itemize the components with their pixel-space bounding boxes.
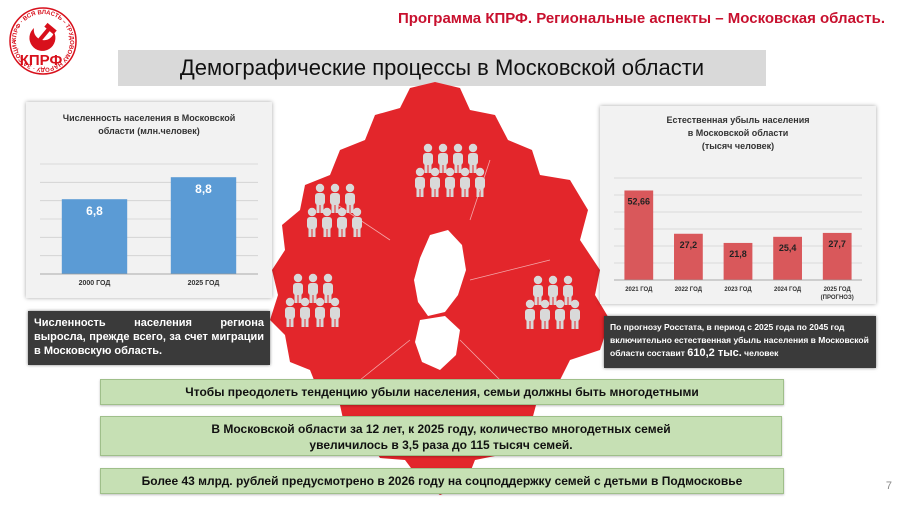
forecast-note: По прогнозу Росстата, в период с 2025 го… (604, 316, 876, 368)
person-icon (555, 299, 565, 329)
families-growth-box: В Московской области за 12 лет, к 2025 г… (100, 416, 782, 456)
people-group-icon (525, 275, 580, 329)
tick-label: 2024 ГОД (774, 287, 802, 293)
person-icon (300, 297, 310, 327)
forecast-unit: человек (741, 348, 779, 358)
person-icon (337, 207, 347, 237)
decline-bar-chart: 52,66 2021 ГОД 27,2 2022 ГОД 21,8 2023 ГОД 25,… (614, 177, 862, 301)
people-group-icon (285, 273, 340, 327)
person-icon (315, 297, 325, 327)
bar (674, 233, 703, 280)
data-label: 6,8 (86, 204, 103, 218)
person-icon (468, 143, 478, 173)
person-icon (460, 167, 470, 197)
person-icon (352, 207, 362, 237)
person-icon (445, 167, 455, 197)
tick-label: 2025 ГОД (824, 287, 852, 293)
person-icon (570, 299, 580, 329)
person-icon (330, 297, 340, 327)
forecast-value: 610,2 тыс. (687, 347, 742, 359)
kprf-logo: КПРФ · ВСЯ ВЛАСТЬ – ТРУДОВОМУ НАРОДУ · З… (8, 6, 77, 75)
logo-text: КПРФ (19, 52, 63, 69)
data-label: 52,66 (628, 196, 651, 206)
person-icon (563, 275, 573, 305)
tick-label: 2022 ГОД (675, 287, 703, 293)
data-label: 8,8 (195, 182, 212, 196)
population-bar-chart: 6,8 2000 ГОД 8,8 2025 ГОД (40, 163, 258, 287)
bar (822, 232, 852, 280)
person-icon (322, 207, 332, 237)
person-icon (285, 297, 295, 327)
tick-label: 2000 ГОД (79, 280, 111, 287)
hammer-sickle-icon (29, 22, 57, 51)
tick-note: (ПРОГНОЗ) (821, 295, 854, 301)
person-icon (308, 273, 318, 303)
bar (723, 242, 753, 280)
chart-title: Численность населения в Московской облас… (62, 113, 236, 136)
social-support-box: Более 43 млрд. рублей предусмотрено в 20… (100, 468, 784, 494)
person-icon (423, 143, 433, 173)
person-icon (330, 183, 340, 213)
subtitle-bar (118, 50, 766, 86)
data-label: 25,4 (779, 243, 797, 253)
people-group-icon (307, 183, 362, 237)
large-families-box: Чтобы преодолеть тенденцию убыли населен… (100, 379, 784, 405)
person-icon (540, 299, 550, 329)
decline-chart-card: Естественная убыль населения в Московско… (600, 106, 876, 304)
person-icon (438, 143, 448, 173)
data-label: 27,2 (680, 240, 698, 250)
person-icon (525, 299, 535, 329)
person-icon (345, 183, 355, 213)
bar (170, 177, 237, 274)
person-icon (475, 167, 485, 197)
data-label: 27,7 (828, 239, 846, 249)
person-icon (315, 183, 325, 213)
data-label: 21,8 (729, 249, 747, 259)
person-icon (323, 273, 333, 303)
person-icon (453, 143, 463, 173)
tick-label: 2025 ГОД (188, 280, 220, 287)
page-subtitle: Демографические процессы в Московской об… (179, 55, 705, 80)
population-chart-card: Численность населения в Московской облас… (26, 102, 272, 298)
tick-label: 2021 ГОД (625, 287, 653, 293)
person-icon (293, 273, 303, 303)
page-number: 7 (885, 480, 892, 492)
chart-title: Естественная убыль населения в Московско… (666, 115, 810, 151)
person-icon (430, 167, 440, 197)
forecast-text: По прогнозу Росстата, в период с 2025 го… (610, 322, 869, 358)
person-icon (307, 207, 317, 237)
person-icon (415, 167, 425, 197)
people-group-icon (415, 143, 485, 197)
bar (624, 190, 654, 280)
migration-note: Численность населения региона выросла, п… (28, 311, 270, 365)
bar (773, 236, 802, 280)
bar (61, 199, 128, 274)
tick-label: 2023 ГОД (724, 287, 752, 293)
person-icon (548, 275, 558, 305)
header-title: Программа КПРФ. Региональные аспекты – М… (397, 10, 885, 27)
person-icon (533, 275, 543, 305)
